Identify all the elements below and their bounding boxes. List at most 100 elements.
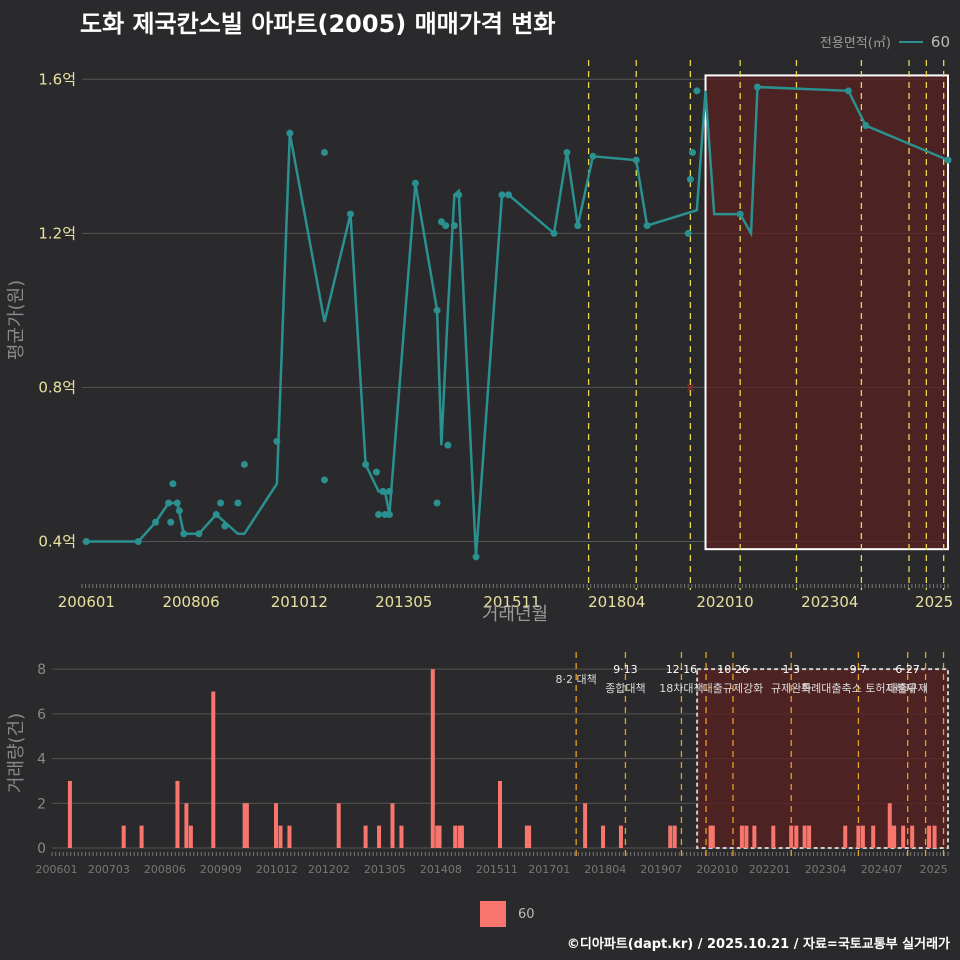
volume-bar [457,825,462,848]
volume-bar [601,825,606,848]
x-tick-label: 2025 [920,863,948,876]
volume-bar [67,780,72,848]
price-line [86,85,949,557]
volume-bar [188,825,193,848]
y-tick-label: 2 [37,796,46,812]
price-point [385,511,393,519]
volume-bar [618,825,623,848]
price-point [736,210,744,218]
price-point [180,530,188,538]
volume-bar [910,825,915,848]
volume-bar [363,825,368,848]
highlight-region [704,74,950,551]
volume-bar [710,825,715,848]
price-point [643,222,651,230]
volume-bar [287,825,292,848]
price-point [472,553,480,561]
volume-bar [888,825,893,848]
price-point [753,83,761,91]
policy-name-label: 대출규제강화 [703,682,764,695]
price-point [944,156,952,164]
price-point [346,210,354,218]
legend-bar-swatch [480,901,506,927]
x-tick-label: 201305 [375,593,432,611]
volume-bar [244,803,249,848]
volume-bar [744,825,749,848]
policy-date-label: 6·27 [895,663,920,676]
highlight-region [696,668,949,849]
price-point [379,487,387,495]
volume-bar [802,825,807,848]
x-axis-label: 거래년월 [482,604,548,625]
volume-bar [274,803,278,848]
policy-date-label: 9·7 [850,663,868,676]
x-tick-label: 202010 [696,593,753,611]
price-point [217,499,225,507]
volume-bar [794,825,799,848]
x-tick-label: 201012 [256,863,298,876]
volume-bar [771,825,776,848]
volume-bar [668,825,673,848]
volume-bar [184,803,189,848]
policy-date-label: 10·26 [717,663,749,676]
policy-date-label: 1·3 [782,663,800,676]
volume-bar [377,825,382,848]
price-point [550,229,558,237]
legend-line-swatch [898,40,923,43]
price-point [632,156,640,164]
policy-name-label: 종합대책 [605,682,645,695]
volume-bar [901,825,906,848]
x-tick-label: 201701 [528,863,570,876]
price-point [433,499,441,507]
price-point [455,191,463,199]
x-tick-label: 202304 [801,593,858,611]
x-tick-label: 201012 [271,593,328,611]
price-point [234,499,242,507]
price-point [450,222,458,230]
price-point [195,530,203,538]
volume-bar [752,825,757,848]
y-axis-label: 거래량(건) [6,713,27,793]
price-point [152,518,160,526]
volume-bar [739,825,744,848]
price-point [498,191,506,199]
price-point [173,499,181,507]
price-point [444,441,452,449]
volume-bar [843,825,848,848]
price-point [684,229,692,237]
volume-bar [583,803,588,848]
price-point [212,511,220,519]
volume-bar [278,825,283,848]
volume-bar [399,825,404,848]
price-point [175,507,183,515]
x-tick-label: 200806 [144,863,186,876]
volume-bar [708,825,713,848]
y-tick-label: 1.2억 [38,224,76,242]
volume-bar [932,825,937,848]
price-point [82,537,90,545]
x-tick-label: 201907 [640,863,682,876]
price-point [134,537,142,545]
y-tick-label: 0.8억 [38,378,76,396]
price-point [169,480,177,488]
policy-name-label: 18차대책 [659,682,703,695]
price-point [686,175,694,183]
price-point [375,511,383,519]
volume-bar [459,825,464,848]
price-point [221,522,229,530]
x-tick-label: 200601 [58,593,115,611]
legend-top: 전용면적(㎡) 60 [820,32,950,52]
volume-bar [527,825,532,848]
x-tick-label: 201804 [584,863,626,876]
x-tick-label: 202304 [805,863,847,876]
price-point [167,518,175,526]
volume-bar [430,669,435,848]
price-point [320,476,328,484]
volume-bar [390,803,395,848]
volume-bar [871,825,876,848]
x-tick-label: 201305 [364,863,406,876]
price-point [862,121,870,129]
volume-bar [437,825,442,848]
volume-bar [453,825,458,848]
